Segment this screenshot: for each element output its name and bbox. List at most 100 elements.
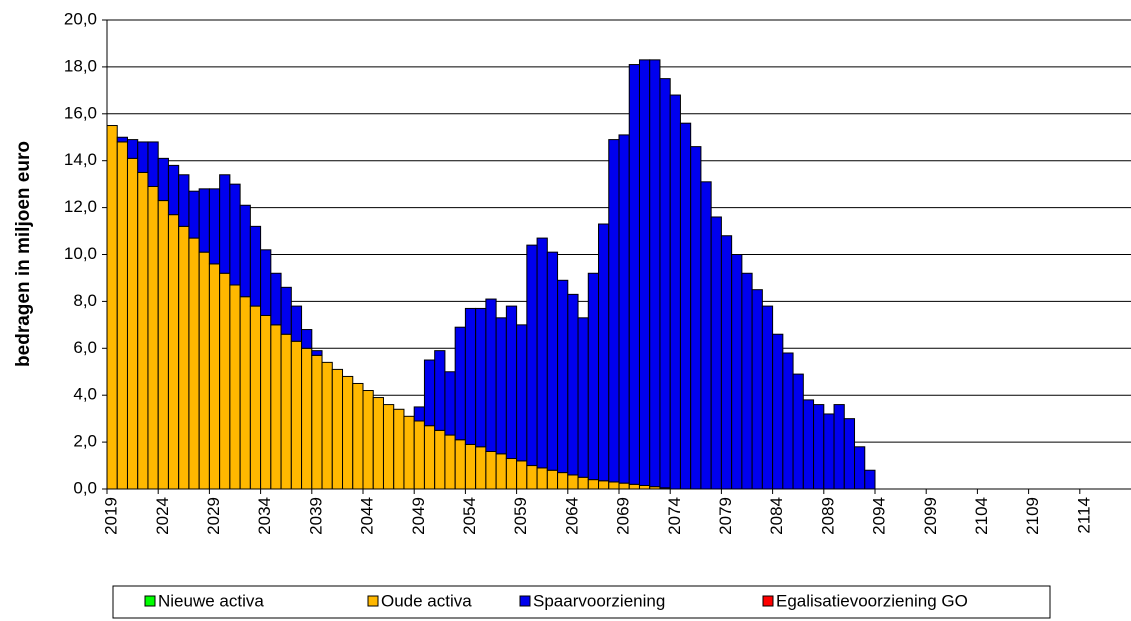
bar-segment <box>331 368 344 490</box>
bar-segment <box>505 458 518 490</box>
bar-segment <box>229 183 241 286</box>
bar-segment <box>557 279 569 474</box>
bar-segment <box>485 298 497 452</box>
bar-segment <box>823 413 835 490</box>
bar-segment <box>311 350 323 356</box>
bar-segment <box>598 223 610 482</box>
bar-segment <box>813 404 825 490</box>
bar-segment <box>157 157 169 202</box>
y-tick-label: 14,0 <box>64 150 97 169</box>
bar-segment <box>198 188 210 253</box>
bar-segment <box>260 249 272 316</box>
bar-segment <box>833 404 845 490</box>
bar-segment <box>618 134 630 484</box>
bar-segment <box>290 340 303 490</box>
y-tick-label: 8,0 <box>73 291 97 310</box>
bar-segment <box>342 375 354 490</box>
bar-segment <box>802 399 815 490</box>
y-tick-label: 16,0 <box>64 103 97 122</box>
x-tick-label: 2074 <box>665 497 684 535</box>
bar-segment <box>116 136 128 143</box>
bar-segment <box>526 244 538 467</box>
bar-segment <box>843 418 856 490</box>
y-tick-label: 2,0 <box>73 432 97 451</box>
bar-segment <box>618 482 630 490</box>
bar-segment <box>352 382 364 490</box>
x-tick-label: 2064 <box>562 497 581 535</box>
x-tick-label: 2099 <box>921 497 940 535</box>
bar-segment <box>659 78 671 489</box>
y-tick-label: 4,0 <box>73 385 97 404</box>
bar-segment <box>239 204 251 298</box>
bar-segment <box>638 59 651 486</box>
bar-segment <box>649 59 661 488</box>
x-tick-label: 2024 <box>153 497 172 535</box>
x-tick-label: 2069 <box>614 497 633 535</box>
legend-label: Oude activa <box>381 591 472 610</box>
bar-segment <box>731 254 743 490</box>
bar-segment <box>147 185 159 490</box>
bar-segment <box>751 289 763 490</box>
bar-segment <box>516 324 528 462</box>
bar-segment <box>270 324 282 490</box>
x-tick-label: 2094 <box>870 497 889 535</box>
bar-segment <box>772 333 784 490</box>
bar-segment <box>464 443 477 490</box>
bar-segment <box>372 397 384 490</box>
x-tick-label: 2059 <box>511 497 530 535</box>
bar-segment <box>198 251 210 490</box>
y-tick-label: 10,0 <box>64 244 97 263</box>
bar-segment <box>239 296 251 490</box>
bar-segment <box>485 450 497 490</box>
legend-swatch <box>144 595 156 607</box>
bar-segment <box>137 171 149 490</box>
bar-segment <box>690 146 702 490</box>
bar-segment <box>260 314 272 490</box>
bar-segment <box>710 216 722 490</box>
bar-segment <box>321 361 333 490</box>
bar-segment <box>301 329 313 349</box>
bar-segment <box>219 272 231 490</box>
bar-segment <box>567 474 579 490</box>
x-tick-label: 2039 <box>306 497 325 535</box>
x-tick-label: 2089 <box>818 497 837 535</box>
bar-segment <box>495 317 507 455</box>
bar-segment <box>413 406 425 422</box>
bar-segment <box>854 446 866 490</box>
bar-segment <box>126 139 139 159</box>
bar-segment <box>628 483 640 490</box>
bar-segment <box>536 467 548 490</box>
bar-segment <box>423 359 436 427</box>
bar-segment <box>495 453 507 490</box>
bar-segment <box>587 479 600 490</box>
bar-segment <box>454 439 466 490</box>
x-tick-label: 2109 <box>1023 497 1042 535</box>
bar-segment <box>567 293 579 476</box>
bar-segment <box>362 390 374 490</box>
bar-segment <box>598 480 610 490</box>
y-axis-title: bedragen in miljoen euro <box>13 141 34 367</box>
bar-segment <box>526 465 538 490</box>
bar-segment <box>638 484 651 490</box>
bar-segment <box>290 305 303 342</box>
bar-segment <box>577 476 589 490</box>
bar-segment <box>434 350 446 431</box>
bar-segment <box>229 284 241 490</box>
bar-segment <box>434 429 446 490</box>
bar-segment <box>608 481 620 490</box>
legend-swatch <box>519 595 531 607</box>
bar-segment <box>147 141 159 187</box>
bar-segment <box>178 225 190 490</box>
x-tick-label: 2049 <box>409 497 428 535</box>
bar-segment <box>270 272 282 326</box>
bar-segment <box>546 469 559 490</box>
bar-segment <box>444 434 456 490</box>
bar-segment <box>536 237 548 469</box>
bar-segment <box>301 347 313 490</box>
bar-segment <box>454 326 466 441</box>
bar-segment <box>208 263 221 490</box>
bar-segment <box>669 94 681 490</box>
bar-segment <box>167 164 180 216</box>
bar-segment <box>577 317 589 478</box>
